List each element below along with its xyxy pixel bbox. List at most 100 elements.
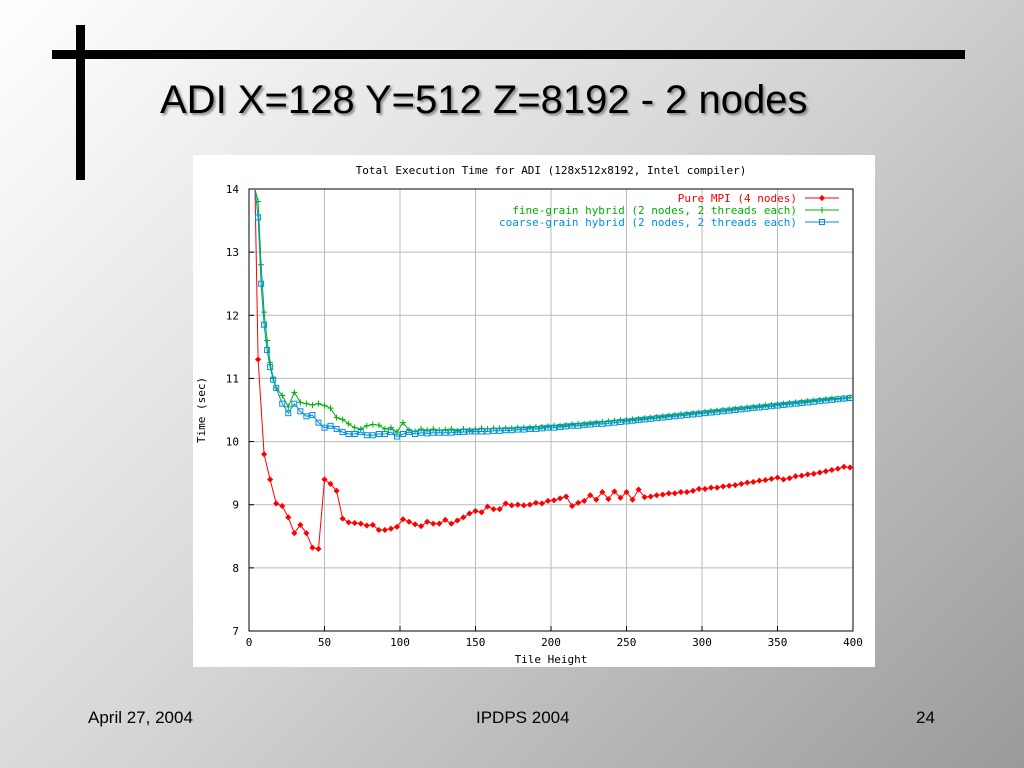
data-point — [309, 412, 316, 419]
data-point — [327, 422, 334, 429]
data-point — [345, 430, 352, 437]
data-point — [375, 430, 382, 437]
data-point — [279, 392, 286, 399]
data-point — [351, 430, 358, 437]
data-point — [327, 480, 334, 487]
data-point — [593, 496, 600, 503]
data-point — [264, 347, 271, 354]
x-axis-label: Tile Height — [515, 653, 588, 666]
data-point — [804, 471, 811, 478]
data-point — [258, 280, 265, 287]
data-point — [677, 489, 684, 496]
data-point — [291, 400, 298, 407]
series-line — [254, 189, 851, 550]
data-point — [683, 412, 690, 419]
data-point — [270, 376, 277, 383]
data-point — [617, 418, 624, 425]
data-point — [273, 384, 280, 391]
data-point — [653, 415, 660, 422]
data-point — [508, 502, 515, 509]
legend-label: Pure MPI (4 nodes) — [678, 192, 797, 205]
data-point — [538, 425, 545, 432]
data-point — [303, 530, 310, 537]
data-point — [333, 425, 340, 432]
data-point — [436, 429, 443, 436]
data-point — [508, 427, 515, 434]
data-point — [321, 402, 328, 409]
data-point — [828, 396, 835, 403]
data-point — [786, 475, 793, 482]
data-point — [357, 429, 364, 436]
footer-page-number: 24 — [916, 708, 935, 727]
data-point — [659, 491, 666, 498]
data-point — [834, 396, 841, 403]
data-point — [327, 405, 334, 412]
data-point — [291, 530, 298, 537]
data-point — [418, 523, 425, 530]
data-point — [804, 399, 811, 406]
data-point — [430, 425, 437, 432]
data-point — [393, 433, 400, 440]
data-point — [544, 424, 551, 431]
data-point — [381, 526, 388, 534]
data-point — [557, 424, 564, 431]
data-point — [261, 321, 268, 328]
data-point — [460, 429, 467, 436]
data-point — [587, 492, 594, 499]
data-point — [321, 476, 328, 483]
data-point — [671, 413, 678, 420]
slide-title: ADI X=128 Y=512 Z=8192 - 2 nodes — [160, 78, 808, 122]
data-point — [339, 515, 346, 522]
legend-marker — [818, 194, 826, 202]
data-point — [442, 516, 449, 523]
chart-container: 0 50 100 150 200 250 300 350 400 7 8 9 10 11 12 13 14 Tot… — [193, 155, 875, 667]
data-point — [526, 501, 533, 508]
data-point — [635, 486, 642, 493]
data-point — [478, 428, 485, 435]
data-point — [714, 408, 721, 415]
data-point — [581, 497, 588, 504]
data-point — [399, 516, 407, 523]
data-point — [363, 432, 370, 439]
data-point — [665, 413, 672, 420]
data-point — [478, 509, 485, 516]
data-point — [762, 403, 769, 410]
data-point — [285, 514, 292, 521]
data-point — [490, 427, 497, 434]
y-tick-label: 14 — [226, 183, 240, 196]
data-point — [442, 426, 449, 433]
data-point — [556, 495, 564, 502]
data-point — [357, 520, 364, 527]
data-point — [629, 496, 636, 503]
data-point — [846, 464, 854, 471]
data-point — [472, 507, 479, 515]
data-point — [315, 400, 322, 407]
data-point — [315, 419, 322, 426]
data-point — [436, 520, 443, 527]
data-point — [357, 425, 364, 432]
data-point — [720, 408, 727, 415]
data-point — [363, 422, 370, 429]
data-point — [454, 429, 461, 436]
data-point — [255, 214, 262, 221]
data-point — [460, 425, 467, 432]
data-point — [822, 397, 829, 404]
data-point — [526, 425, 533, 432]
data-point — [369, 432, 376, 439]
data-point — [351, 519, 358, 527]
data-point — [780, 476, 787, 483]
data-point — [406, 429, 413, 436]
data-point — [264, 337, 271, 344]
data-point — [267, 476, 274, 483]
data-point — [695, 410, 702, 417]
data-point — [768, 403, 775, 410]
data-point — [840, 395, 847, 402]
data-point — [309, 401, 316, 408]
data-point — [442, 429, 449, 436]
data-point — [810, 470, 817, 477]
y-tick-label: 13 — [226, 246, 239, 259]
series-coarse-grain — [254, 189, 851, 438]
data-point — [291, 389, 298, 396]
data-point — [454, 517, 461, 524]
data-point — [285, 403, 292, 410]
